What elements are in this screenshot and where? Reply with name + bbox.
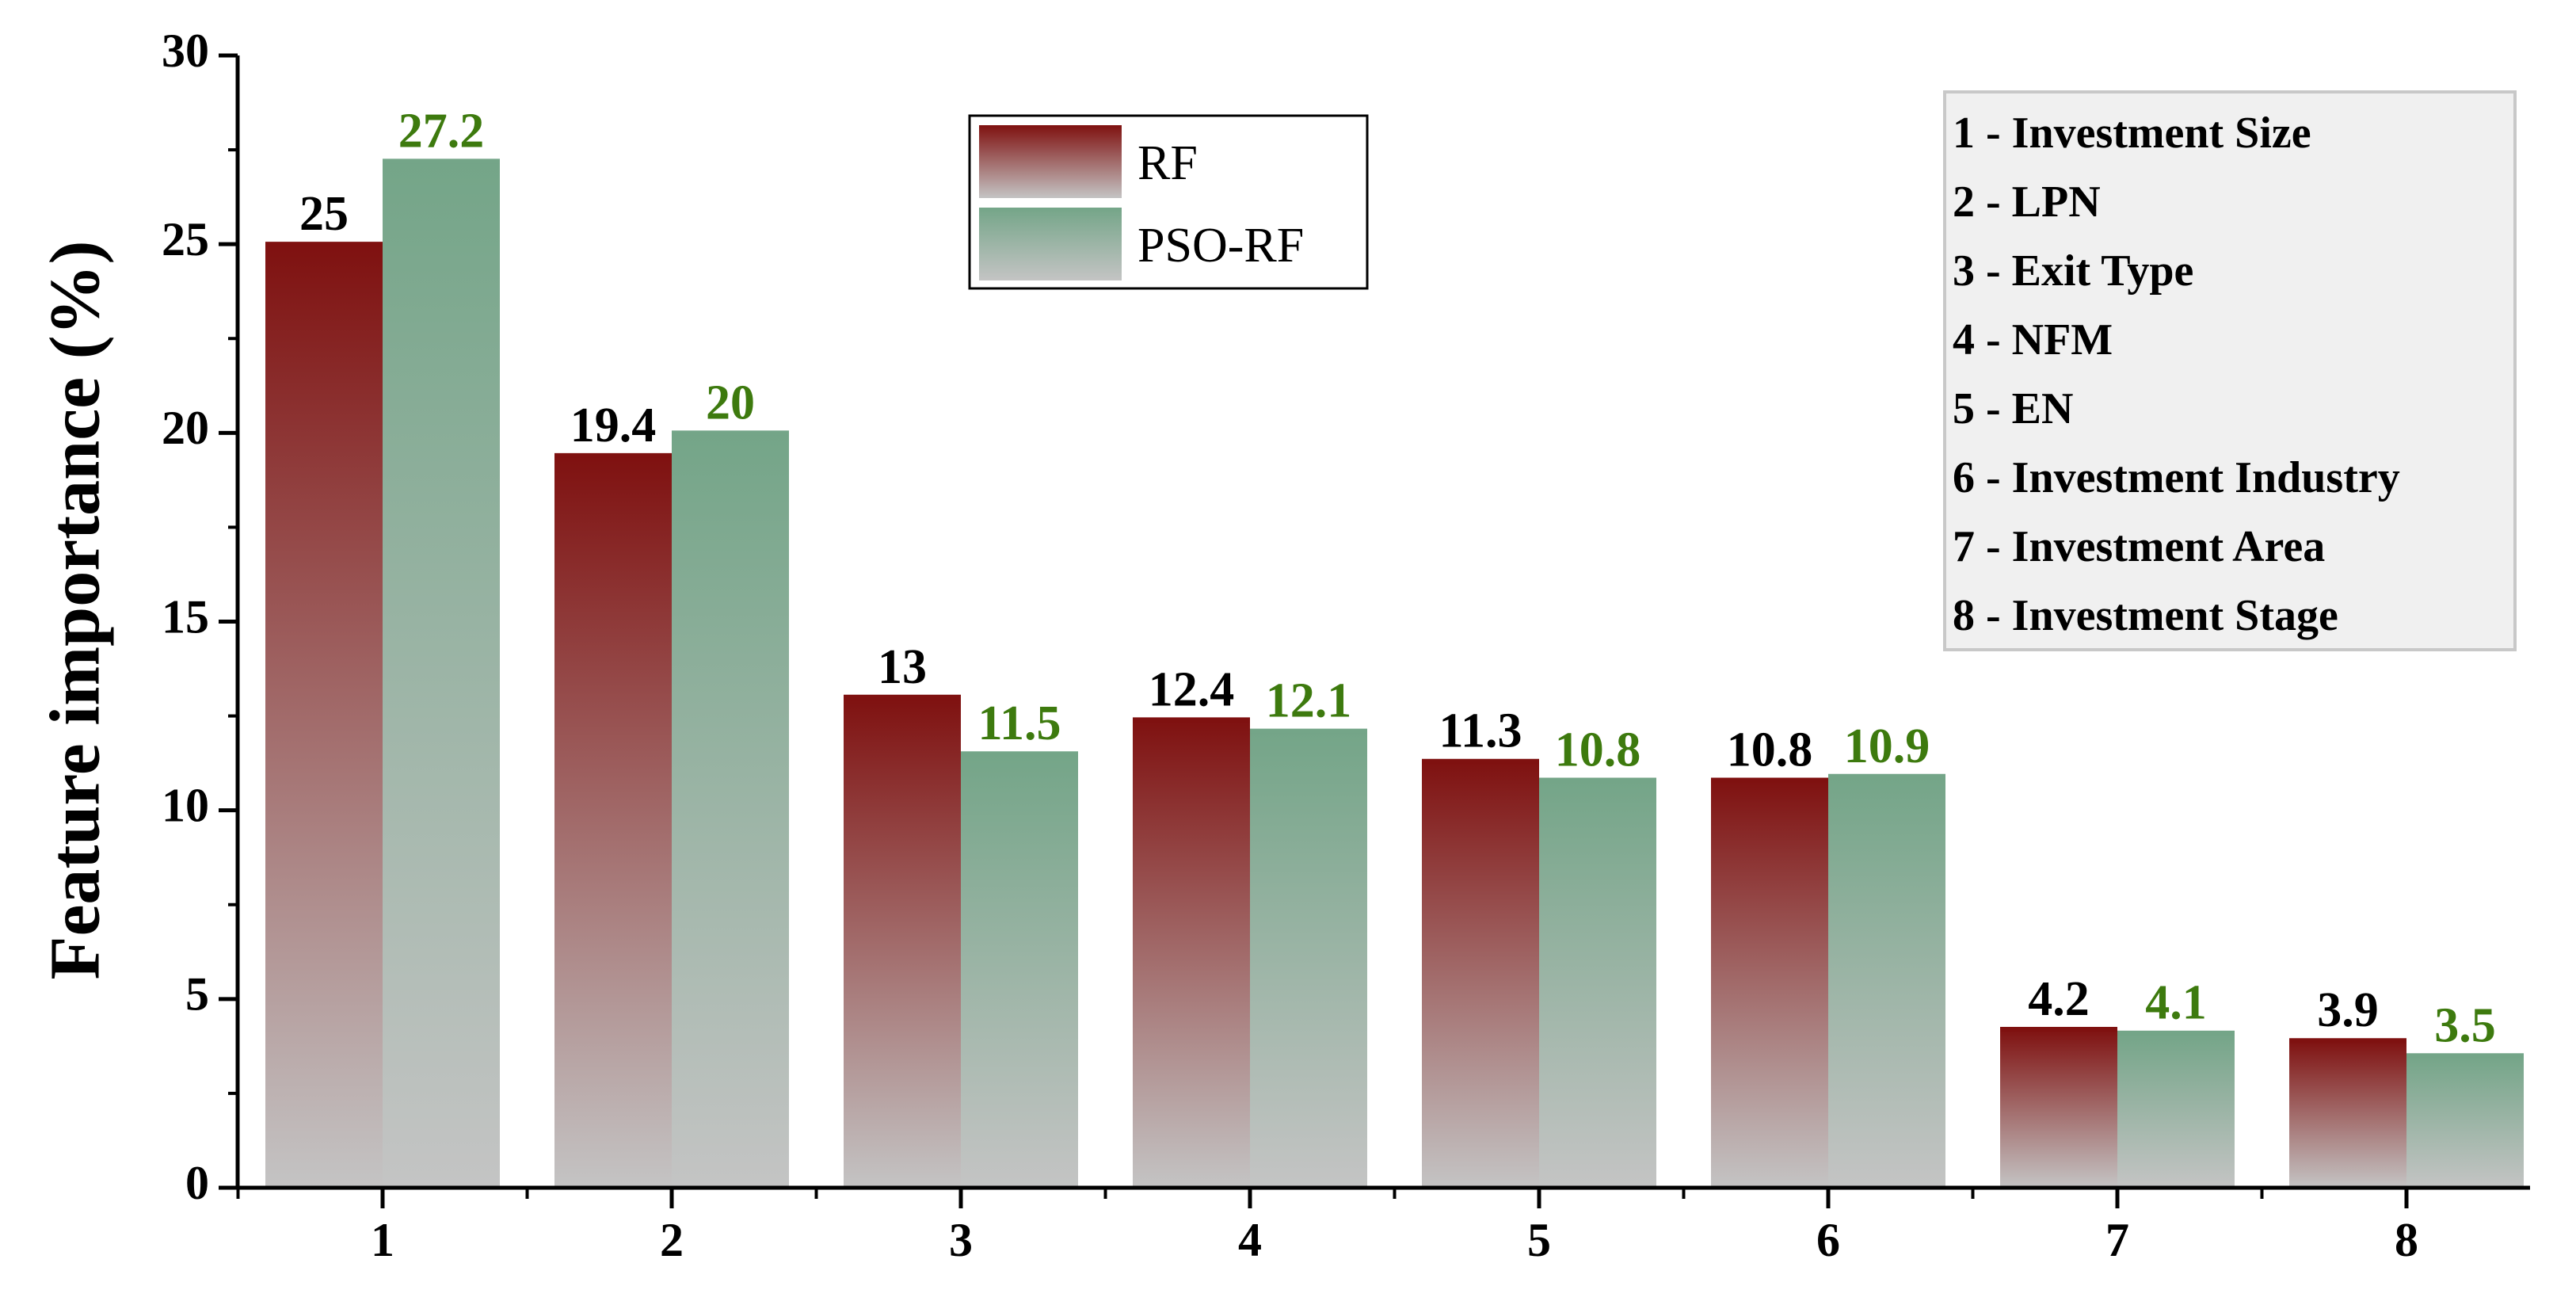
bar-pso-rf — [961, 754, 1078, 1188]
bar-pso-rf — [2406, 1055, 2524, 1188]
y-tick-label: 0 — [185, 1157, 209, 1209]
bar-pso-rf — [383, 161, 500, 1189]
key-item: 4 - NFM — [1953, 315, 2113, 364]
key-item: 8 - Investment Stage — [1953, 591, 2338, 640]
y-tick-label: 5 — [185, 968, 209, 1021]
x-tick-label: 8 — [2395, 1214, 2418, 1266]
x-tick-label: 5 — [1527, 1214, 1551, 1266]
bar-rf — [1422, 761, 1539, 1188]
bar-rf — [844, 696, 961, 1188]
value-label-pso-rf: 27.2 — [398, 104, 485, 158]
y-ticks: 0 5 10 15 20 25 30 — [162, 25, 238, 1209]
legend-label-pso-rf: PSO-RF — [1137, 219, 1304, 273]
x-tick-label: 4 — [1238, 1214, 1262, 1266]
bar-rf — [1133, 719, 1250, 1188]
x-ticks: 1 2 3 4 5 6 7 8 — [236, 1188, 2418, 1266]
x-tick-label: 2 — [660, 1214, 684, 1266]
bar-rf — [2000, 1028, 2117, 1188]
key-item: 3 - Exit Type — [1953, 246, 2193, 296]
key-item: 6 - Investment Industry — [1953, 453, 2400, 502]
bar-pso-rf — [1828, 776, 1945, 1188]
value-label-rf: 11.3 — [1439, 704, 1522, 758]
y-tick-label: 10 — [162, 779, 209, 831]
value-label-pso-rf: 10.8 — [1555, 723, 1641, 777]
bar-rf — [1711, 780, 1828, 1188]
bars-layer — [265, 158, 2524, 1189]
key-item: 1 - Investment Size — [1953, 109, 2311, 158]
value-label-rf: 13 — [878, 640, 927, 694]
y-tick-label: 15 — [162, 590, 209, 643]
bar-rf — [265, 244, 383, 1189]
key-item: 5 - EN — [1953, 384, 2073, 433]
value-label-pso-rf: 20 — [706, 376, 755, 429]
value-label-pso-rf: 4.1 — [2145, 976, 2207, 1030]
x-tick-label: 1 — [371, 1214, 394, 1266]
value-labels-layer: 25 27.2 19.4 20 13 11.5 12.4 12.1 11.3 10.8 10.8 10… — [299, 104, 2496, 1052]
value-label-rf: 10.8 — [1727, 723, 1813, 777]
bar-pso-rf — [1250, 731, 1367, 1188]
bar-rf — [2289, 1040, 2406, 1188]
bar-pso-rf — [2117, 1032, 2235, 1188]
y-axis-title: Feature importance (%) — [36, 240, 115, 979]
value-label-pso-rf: 12.1 — [1266, 674, 1352, 728]
value-label-rf: 4.2 — [2028, 972, 2090, 1026]
legend-label-rf: RF — [1137, 136, 1198, 190]
y-tick-label: 20 — [162, 402, 209, 454]
value-label-rf: 12.4 — [1149, 662, 1235, 716]
bar-rf — [554, 455, 672, 1188]
bar-pso-rf — [672, 433, 789, 1188]
value-label-rf: 19.4 — [570, 399, 657, 452]
legend-swatch-rf — [979, 125, 1122, 198]
value-label-rf: 25 — [299, 187, 349, 241]
series-legend: RF PSO-RF — [968, 114, 1369, 290]
value-label-rf: 3.9 — [2317, 983, 2379, 1037]
value-label-pso-rf: 11.5 — [977, 696, 1061, 750]
key-box-frame — [1943, 90, 2517, 651]
category-key-box: 1 - Investment Size 2 - LPN 3 - Exit Typ… — [1943, 90, 2517, 651]
legend-swatch-pso-rf — [979, 208, 1122, 280]
y-tick-label: 30 — [162, 25, 209, 77]
key-item: 7 - Investment Area — [1953, 522, 2325, 571]
key-item: 2 - LPN — [1953, 177, 2101, 227]
value-label-pso-rf: 10.9 — [1844, 719, 1930, 773]
x-tick-label: 6 — [1816, 1214, 1840, 1266]
x-tick-label: 3 — [949, 1214, 973, 1266]
x-tick-label: 7 — [2105, 1214, 2129, 1266]
bar-pso-rf — [1539, 780, 1656, 1188]
y-tick-label: 25 — [162, 213, 209, 265]
value-label-pso-rf: 3.5 — [2434, 998, 2496, 1052]
